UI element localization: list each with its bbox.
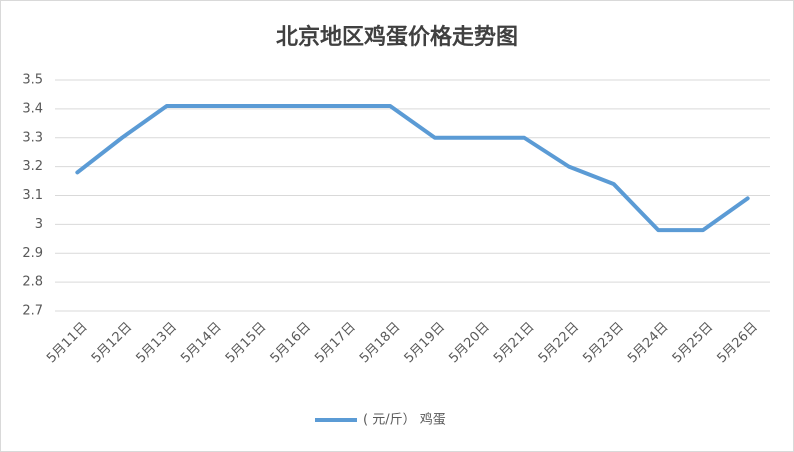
y-tick-label: 3.1 [22,188,43,203]
y-tick-label: 2.9 [22,246,43,261]
chart-title: 北京地区鸡蛋价格走势图 [276,24,518,50]
y-tick-label: 2.7 [22,304,43,319]
y-tick-label: 3 [35,217,43,232]
line [75,103,750,233]
y-tick-label: 3.2 [22,159,43,174]
y-tick-label: 3.5 [22,73,43,88]
y-tick-label: 3.4 [22,101,43,116]
y-tick-label: 3.3 [22,130,43,145]
y-tick-label: 2.8 [22,275,43,290]
legend-label: ( 元/斤） 鸡蛋 [363,412,446,428]
